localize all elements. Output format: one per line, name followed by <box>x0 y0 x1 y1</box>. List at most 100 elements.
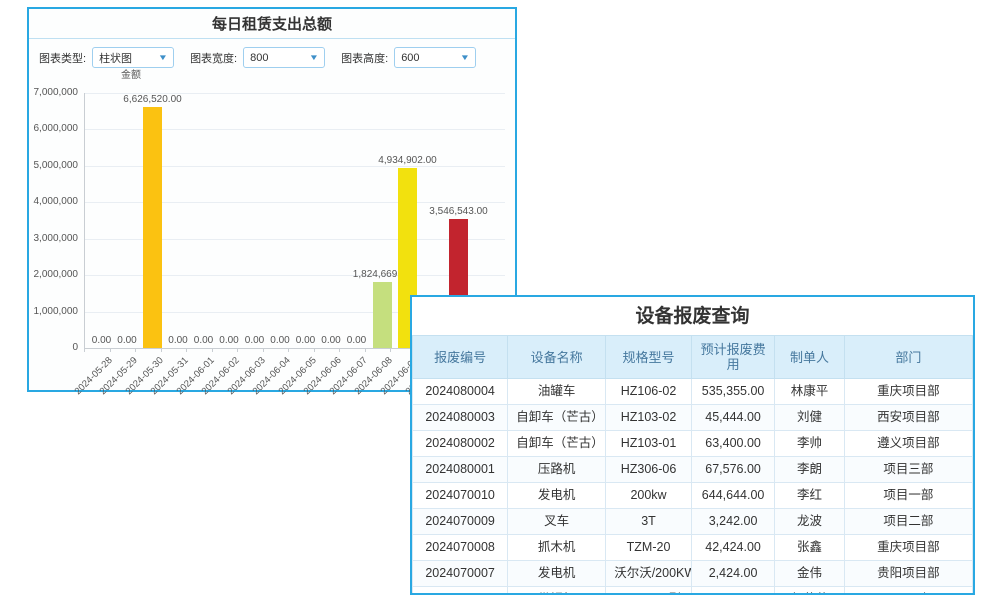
cell-department: 重庆项目部 <box>843 534 973 561</box>
y-axis-tick-label: 2,000,000 <box>33 269 79 281</box>
bar-value-label: 6,626,520.00 <box>123 94 182 105</box>
bar-value-label: 0.00 <box>295 335 316 346</box>
cell-scrap-id[interactable]: 2024080001 <box>412 456 509 483</box>
bar-value-label: 0.00 <box>117 335 137 346</box>
cell-scrap-id[interactable]: 2024080003 <box>412 404 509 431</box>
col-header-department: 部门 <box>843 335 973 379</box>
x-axis-tickmark <box>237 348 238 352</box>
y-axis-tick-label: 4,000,000 <box>33 196 79 208</box>
daily-rental-expense-panel: 每日租赁支出总额 图表类型: 柱状图 ▼ 图表宽度: 800 ▼ 图表高度: 6… <box>27 7 517 397</box>
cell-department: 遵义项目部 <box>843 430 973 457</box>
cell-equipment-name[interactable]: 油罐车 <box>507 378 607 405</box>
x-axis-tickmark <box>262 348 264 352</box>
cell-equipment-name[interactable]: 自卸车（芒古） <box>507 404 607 431</box>
cell-scrap-id[interactable]: 2024070008 <box>412 534 509 561</box>
cell-creator[interactable]: 林康平 <box>774 378 845 405</box>
gridline <box>84 165 505 167</box>
chart-type-value: 柱状图 <box>99 52 133 65</box>
cell-equipment-name[interactable]: 抓木机 <box>507 534 607 561</box>
table-row: 2024080002 自卸车（芒古） HZ103-01 63,400.00 李帅 遵义项目… <box>412 430 973 457</box>
x-axis-line <box>84 348 507 349</box>
cell-spec-model: HZ103-02 <box>605 404 692 431</box>
bar-2024-06-08[interactable] <box>372 282 392 348</box>
x-axis-tickmark <box>364 348 366 352</box>
cell-scrap-id[interactable]: 2024080004 <box>412 378 509 405</box>
col-header-creator: 制单人 <box>774 335 845 379</box>
cell-equipment-name[interactable]: 发电机 <box>507 560 607 587</box>
cell-scrap-cost: 2,545.00 <box>690 586 776 593</box>
cell-creator[interactable]: 何芷茵 <box>774 586 845 593</box>
x-axis-tickmark <box>84 348 85 352</box>
y-axis-tick-label: 1,000,000 <box>33 305 79 317</box>
y-axis-line <box>84 93 85 348</box>
cell-equipment-name[interactable]: 压路机 <box>507 456 607 483</box>
cell-equipment-name[interactable]: 带锯机 <box>507 586 607 593</box>
cell-scrap-cost: 67,576.00 <box>690 456 776 483</box>
bar-value-label: 0.00 <box>219 335 239 346</box>
chart-width-select[interactable]: 800 ▼ <box>243 47 326 68</box>
cell-creator[interactable]: 刘健 <box>774 404 845 431</box>
chart-width-label: 图表宽度: <box>190 52 238 65</box>
cell-scrap-id[interactable]: 2024070007 <box>412 560 509 587</box>
table-row: 2024080001 压路机 HZ306-06 67,576.00 李朗 项目三部 <box>412 456 973 483</box>
cell-spec-model: 200kw <box>605 482 692 509</box>
cell-spec-model: HZ306-06 <box>605 456 692 483</box>
cell-creator[interactable]: 李红 <box>774 482 845 509</box>
x-axis-tickmark <box>288 348 289 352</box>
chart-height-value: 600 <box>401 51 420 64</box>
cell-equipment-name[interactable]: 发电机 <box>507 482 607 509</box>
col-header-scrap-id: 报废编号 <box>412 335 509 379</box>
cell-creator[interactable]: 龙波 <box>774 508 845 535</box>
gridline <box>84 238 505 240</box>
bar-value-label: 1,824,669.00 <box>352 269 412 280</box>
y-axis-tick-label: 7,000,000 <box>33 87 79 98</box>
cell-scrap-cost: 535,355.00 <box>690 378 776 405</box>
col-header-equipment-name: 设备名称 <box>507 335 607 379</box>
cell-creator[interactable]: 金伟 <box>774 560 845 587</box>
bar-value-label: 4,934,902.00 <box>378 155 437 166</box>
cell-spec-model: 3T <box>605 508 692 535</box>
bar-2024-05-30[interactable] <box>143 107 162 348</box>
cell-scrap-cost: 3,242.00 <box>690 508 776 535</box>
cell-creator[interactable]: 张鑫 <box>774 534 845 561</box>
table-row: 2024080003 自卸车（芒古） HZ103-02 45,444.00 刘健 西安项目… <box>412 404 973 431</box>
gridline <box>84 129 505 131</box>
x-axis-tickmark <box>160 348 162 352</box>
table-row: 2024070007 发电机 沃尔沃/200KW 2,424.00 金伟 贵阳项目部 <box>412 560 973 587</box>
cell-spec-model: TZM-20 <box>605 534 692 561</box>
bar-value-label: 0.00 <box>346 335 367 346</box>
bar-value-label: 0.00 <box>321 335 341 346</box>
y-axis-tick-label: 3,000,000 <box>33 232 79 244</box>
cell-creator[interactable]: 李帅 <box>774 430 845 457</box>
table-row: 2024080004 油罐车 HZ106-02 535,355.00 林康平 重庆项目部 <box>412 378 973 405</box>
cell-creator[interactable]: 李朗 <box>774 456 845 483</box>
cell-equipment-name[interactable]: 叉车 <box>507 508 607 535</box>
gridline <box>84 93 505 94</box>
bar-value-label: 0.00 <box>270 335 290 346</box>
chevron-down-icon: ▼ <box>157 53 169 62</box>
cell-department: 项目一部 <box>843 586 973 593</box>
cell-spec-model: MJ3210B型 <box>605 586 692 593</box>
chart-type-select[interactable]: 柱状图 ▼ <box>92 47 175 68</box>
y-axis-tick-label: 5,000,000 <box>33 159 79 171</box>
x-axis-tickmark <box>211 348 213 352</box>
bar-value-label: 3,546,543.00 <box>429 206 488 217</box>
cell-department: 项目一部 <box>843 482 973 509</box>
cell-department: 项目二部 <box>843 508 973 535</box>
gridline <box>84 202 505 204</box>
cell-scrap-id[interactable]: 2024070006 <box>412 586 509 593</box>
cell-equipment-name[interactable]: 自卸车（芒古） <box>507 430 607 457</box>
x-axis-tickmark <box>109 348 111 352</box>
x-axis-tickmark <box>186 348 187 352</box>
y-axis-tick-label: 0 <box>72 342 78 353</box>
chart-width-control: 图表宽度: 800 ▼ <box>190 47 326 68</box>
chart-type-label: 图表类型: <box>39 52 87 65</box>
equipment-scrap-query-panel: 设备报废查询 报废编号 设备名称 规格型号 预计报废费用 制单人 部门 202408000… <box>410 295 975 595</box>
cell-scrap-id[interactable]: 2024070010 <box>412 482 509 509</box>
cell-scrap-cost: 63,400.00 <box>690 430 776 457</box>
chart-height-label: 图表高度: <box>341 52 389 65</box>
chart-height-select[interactable]: 600 ▼ <box>394 47 477 68</box>
cell-scrap-id[interactable]: 2024070009 <box>412 508 509 535</box>
cell-scrap-id[interactable]: 2024080002 <box>412 430 509 457</box>
cell-scrap-cost: 644,644.00 <box>690 482 776 509</box>
